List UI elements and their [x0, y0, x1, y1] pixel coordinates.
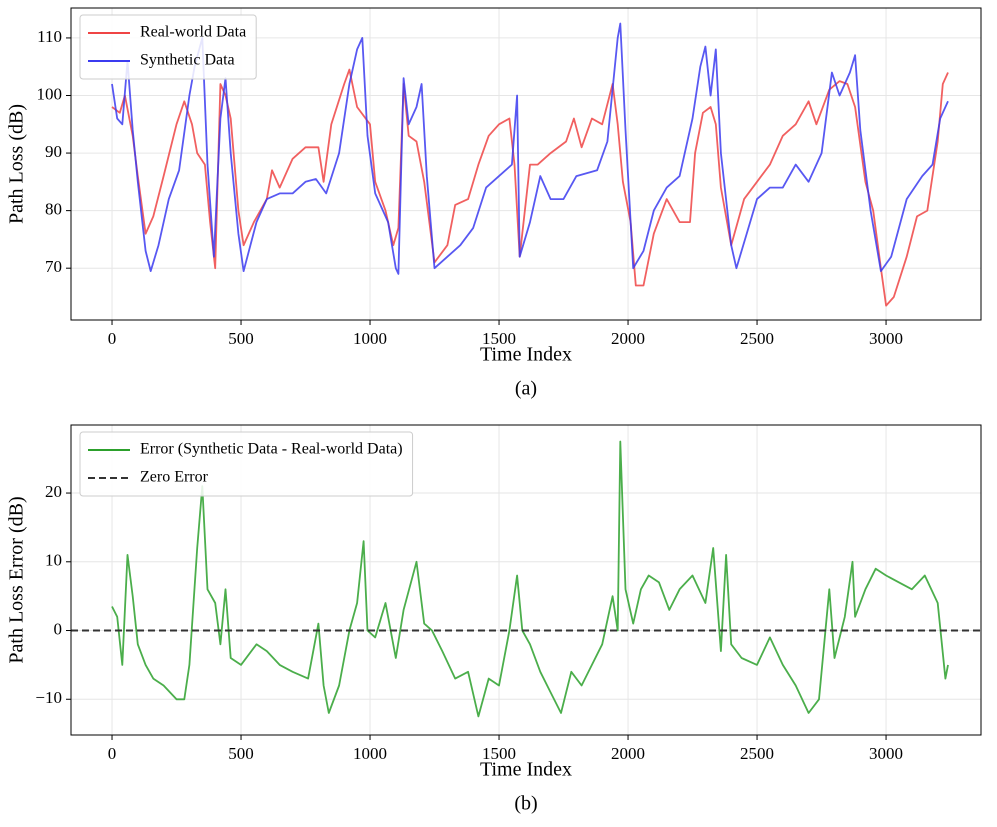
y-tick-label: 70: [45, 257, 62, 276]
axes-frame: [70, 7, 982, 321]
plot-area: [71, 440, 981, 718]
y-axis-label: Path Loss Error (dB): [6, 496, 28, 663]
x-tick-label: 3000: [869, 329, 903, 348]
y-tick-label: 10: [45, 551, 62, 570]
legend-box: [79, 14, 257, 80]
y-tick-label: 20: [45, 482, 62, 501]
x-axis-label: Time Index: [480, 344, 572, 366]
x-tick-label: 0: [108, 329, 117, 348]
x-tick-label: 2500: [740, 744, 774, 763]
x-tick-label: 3000: [869, 744, 903, 763]
subplot: 0 500 1000 1500 2000 2500 3000 −10 0 10 20 Time Ind…: [6, 424, 982, 815]
x-tick-label: 1500: [482, 744, 516, 763]
y-tick-label: 90: [45, 142, 62, 161]
x-tick-label: 2500: [740, 329, 774, 348]
x-tick-label: 500: [228, 744, 254, 763]
subplot: 0 500 1000 1500 2000 2500 3000 70 80 90 100 110 Time…: [6, 7, 982, 400]
y-tick-label: 0: [54, 619, 63, 638]
legend-label: Synthetic Data: [140, 52, 235, 69]
x-tick-label: 1000: [353, 329, 387, 348]
x-tick-label: 500: [228, 329, 254, 348]
data-line: [111, 440, 949, 718]
y-tick-label: 110: [37, 27, 62, 46]
y-tick-label: 80: [45, 200, 62, 219]
x-tick-label: 1000: [353, 744, 387, 763]
x-tick-label: 2000: [611, 329, 645, 348]
x-tick-label: 2000: [611, 744, 645, 763]
y-tick-label: −10: [35, 688, 62, 707]
legend-box: [79, 431, 414, 497]
legend: Error (Synthetic Data - Real-world Data)…: [79, 431, 414, 497]
data-line: [111, 68, 949, 307]
axes-frame: [70, 424, 982, 736]
subplot-caption: (a): [515, 378, 537, 400]
data-line: [111, 22, 949, 275]
x-tick-label: 0: [108, 744, 117, 763]
plot-area: [111, 22, 949, 307]
legend-label: Error (Synthetic Data - Real-world Data): [140, 441, 403, 458]
legend-label: Real-world Data: [140, 24, 246, 41]
legend: Real-world Data Synthetic Data: [79, 14, 257, 80]
y-tick-label: 100: [37, 84, 63, 103]
y-axis-label: Path Loss (dB): [6, 104, 28, 224]
legend-label: Zero Error: [140, 469, 209, 486]
x-axis-label: Time Index: [480, 759, 572, 781]
subplot-caption: (b): [514, 793, 537, 815]
x-tick-label: 1500: [482, 329, 516, 348]
